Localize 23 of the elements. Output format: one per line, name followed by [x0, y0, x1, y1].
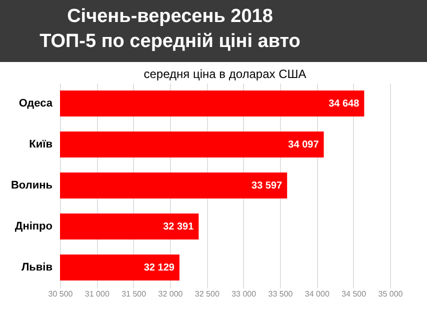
data-label: 34 097	[288, 140, 320, 150]
x-tick-label: 34 500	[342, 290, 367, 298]
x-tick-label: 33 000	[232, 290, 257, 298]
data-label: 32 391	[163, 222, 194, 232]
y-tick-label: Одеса	[18, 98, 54, 110]
x-tick-label: 30 500	[48, 290, 74, 298]
x-tick-label: 32 500	[194, 290, 220, 298]
data-label: 34 648	[328, 98, 360, 110]
x-tick-label: 31 000	[84, 290, 110, 298]
data-label: 33 597	[252, 180, 283, 192]
chart-title: Січень-вересень 2018	[66, 5, 274, 29]
chart-subtitle: ТОП-5 по середній ціні авто	[38, 30, 302, 54]
x-tick-label: 33 500	[268, 290, 294, 298]
x-tick-label: 35 000	[378, 290, 404, 298]
x-tick-label: 31 500	[122, 290, 147, 298]
text: середня ціна в доларах США	[144, 67, 306, 81]
x-tick-label: 32 000	[158, 290, 184, 298]
y-tick-label: Львів	[21, 262, 53, 274]
data-label: 32 129	[144, 262, 175, 274]
y-tick-label: Київ	[29, 138, 53, 150]
x-tick-label: 34 000	[304, 290, 330, 298]
y-tick-label: Волинь	[10, 180, 53, 192]
y-tick-label: Дніпро	[14, 220, 53, 232]
